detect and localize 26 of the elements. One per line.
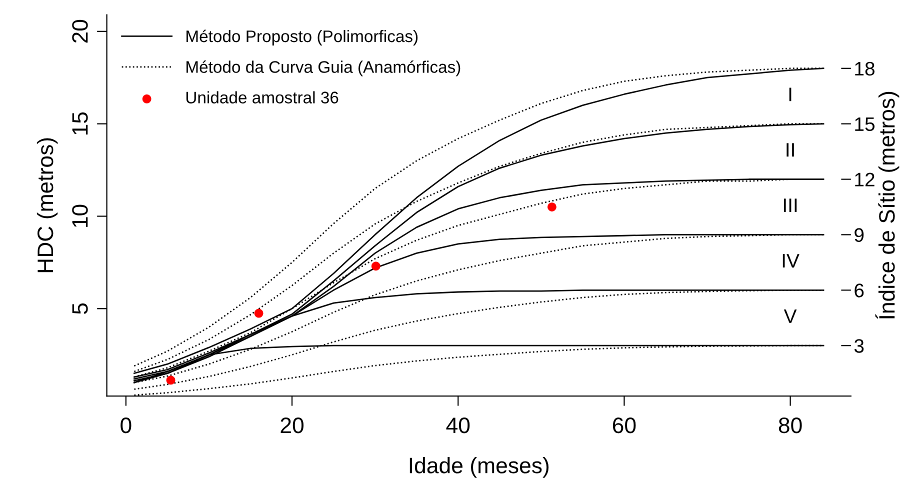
annotation: IV: [782, 254, 800, 268]
y-axis-title: HDC (metros): [36, 138, 58, 272]
y2-tick-label: 3: [854, 339, 864, 353]
legend-label: Método Proposto (Polimorficas): [186, 30, 418, 46]
y2-tick-label: 12: [855, 172, 874, 186]
legend-label: Método da Curva Guia (Anamórficas): [186, 60, 460, 76]
y-tick-label: 10: [72, 204, 88, 227]
x-tick-label: 20: [280, 417, 304, 434]
x-tick-label: 0: [120, 417, 132, 434]
annotation: I: [789, 88, 792, 102]
y-tick-label: 5: [72, 303, 88, 314]
y2-tick-label: 15: [855, 117, 875, 132]
x-tick-label: 40: [446, 417, 470, 434]
x-axis-title: Idade (meses): [410, 457, 549, 478]
y2-tick-label: 9: [854, 228, 864, 242]
legend-label: Unidade amostral 36: [186, 91, 338, 104]
y2-tick-label: 6: [854, 284, 864, 298]
y-tick-label: 20: [72, 20, 88, 43]
y2-tick-label: 18: [855, 62, 874, 76]
y2-axis-title: Índice de Sítio (metros): [875, 92, 900, 319]
annotation: III: [784, 198, 797, 212]
annotation: V: [784, 310, 797, 323]
y-tick-label: 15: [72, 112, 88, 134]
annotation: II: [786, 143, 794, 157]
x-tick-label: 60: [612, 417, 636, 434]
x-tick-label: 80: [778, 417, 802, 434]
